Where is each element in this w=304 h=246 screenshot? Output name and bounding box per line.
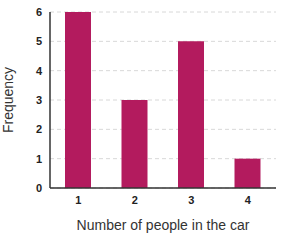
svg-text:6: 6 [36,6,42,18]
svg-text:3: 3 [36,94,42,106]
svg-text:1: 1 [36,153,42,165]
svg-text:Frequency: Frequency [8,67,16,133]
svg-text:2: 2 [132,194,138,206]
svg-text:Number of people in the car: Number of people in the car [77,217,250,233]
svg-text:5: 5 [36,35,42,47]
svg-text:1: 1 [75,194,81,206]
svg-text:0: 0 [36,182,42,194]
svg-text:4: 4 [245,194,252,206]
svg-text:3: 3 [188,194,194,206]
svg-text:4: 4 [36,65,43,77]
svg-text:2: 2 [36,123,42,135]
